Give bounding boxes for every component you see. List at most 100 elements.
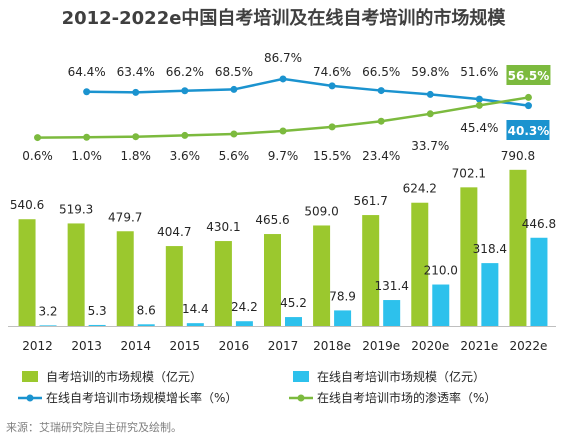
bar-label-online-2020e: 210.0 xyxy=(424,264,458,278)
point-growth-rate-2018e xyxy=(328,82,336,90)
legend-swatch-marker-penetration-rate xyxy=(297,394,305,402)
bar-label-online-2018e: 78.9 xyxy=(329,289,356,303)
point-growth-rate-2016 xyxy=(230,85,238,93)
legend-label-market: 自考培训的市场规模（亿元） xyxy=(46,369,202,384)
chart-title: 2012-2022e中国自考培训及在线自考培训的市场规模 xyxy=(61,8,506,29)
bar-online-2015 xyxy=(186,323,204,326)
point-penetration-rate-2021e xyxy=(475,101,483,109)
label-penetration-2015: 3.6% xyxy=(170,149,201,163)
label-growth-2014: 63.4% xyxy=(117,65,155,79)
bar-online-2013 xyxy=(88,324,106,326)
point-growth-rate-2017 xyxy=(279,75,287,83)
label-penetration-2016: 5.6% xyxy=(219,149,250,163)
bar-label-market-2015: 404.7 xyxy=(157,225,191,239)
bar-label-market-2013: 519.3 xyxy=(59,202,93,216)
point-growth-rate-2015 xyxy=(181,87,189,95)
bar-label-market-2022e: 790.8 xyxy=(501,149,535,163)
point-growth-rate-2020e xyxy=(426,90,434,98)
bar-market-2021e xyxy=(460,187,478,326)
bar-online-2017 xyxy=(285,317,302,326)
bar-market-2015 xyxy=(165,246,183,326)
badge-growth-final xyxy=(506,120,550,140)
category-label-2021e: 2021e xyxy=(460,339,498,353)
bar-label-market-2018e: 509.0 xyxy=(304,204,338,218)
point-growth-rate-2021e xyxy=(475,95,483,103)
point-penetration-rate-2014 xyxy=(132,133,140,141)
bar-label-online-2017: 45.2 xyxy=(280,296,307,310)
source-note: 来源：艾瑞研究院自主研究及绘制。 xyxy=(6,421,182,434)
category-label-2012: 2012 xyxy=(22,339,53,353)
label-growth-2019e: 66.5% xyxy=(362,65,400,79)
label-growth-2015: 66.2% xyxy=(166,65,204,79)
bar-label-market-2021e: 702.1 xyxy=(452,166,486,180)
bar-label-market-2019e: 561.7 xyxy=(354,194,388,208)
badge-penetration-final xyxy=(506,65,551,85)
legend-label-growth-rate: 在线自考培训市场规模增长率（%） xyxy=(46,390,237,405)
point-penetration-rate-2016 xyxy=(230,130,238,138)
point-penetration-rate-2012 xyxy=(34,134,42,142)
label-growth-2017: 86.7% xyxy=(264,51,302,65)
category-label-2015: 2015 xyxy=(170,339,201,353)
point-penetration-rate-2022e xyxy=(524,93,532,101)
category-label-2018e: 2018e xyxy=(313,339,351,353)
bar-market-2012 xyxy=(18,219,36,326)
bar-online-2019e xyxy=(383,300,401,326)
legend-label-penetration-rate: 在线自考培训市场的渗透率（%） xyxy=(317,390,496,405)
category-label-2014: 2014 xyxy=(120,339,151,353)
legend-label-online: 在线自考培训市场规模（亿元） xyxy=(317,369,485,384)
bar-market-2013 xyxy=(67,223,85,326)
bar-label-online-2012: 3.2 xyxy=(38,304,57,318)
label-growth-2022e: 40.3% xyxy=(508,124,550,138)
label-penetration-2014: 1.8% xyxy=(120,149,151,163)
bar-label-market-2012: 540.6 xyxy=(10,198,44,212)
category-label-2017: 2017 xyxy=(268,339,299,353)
label-growth-2016: 68.5% xyxy=(215,65,253,79)
category-label-2020e: 2020e xyxy=(411,339,449,353)
point-growth-rate-2022e xyxy=(524,102,532,110)
point-penetration-rate-2015 xyxy=(181,131,189,139)
bar-online-2012 xyxy=(39,325,57,326)
bar-label-online-2016: 24.2 xyxy=(231,300,258,314)
legend-swatch-marker-growth-rate xyxy=(26,394,34,402)
bar-label-online-2022e: 446.8 xyxy=(522,217,556,231)
category-label-2016: 2016 xyxy=(219,339,250,353)
bar-online-2016 xyxy=(235,321,253,326)
legend-swatch-market xyxy=(22,371,38,382)
bar-online-2020e xyxy=(432,284,450,326)
category-label-2019e: 2019e xyxy=(362,339,400,353)
label-growth-2020e: 59.8% xyxy=(411,65,449,79)
bar-market-2018e xyxy=(313,225,331,326)
bar-label-market-2014: 479.7 xyxy=(108,210,142,224)
label-penetration-2013: 1.0% xyxy=(71,149,102,163)
bar-online-2018e xyxy=(334,310,352,326)
point-penetration-rate-2020e xyxy=(426,110,434,118)
point-growth-rate-2014 xyxy=(132,88,140,96)
label-penetration-2022e: 56.5% xyxy=(508,69,550,83)
category-label-2013: 2013 xyxy=(71,339,102,353)
bar-online-2021e xyxy=(481,263,499,326)
category-label-2022e: 2022e xyxy=(509,339,547,353)
bar-label-online-2014: 8.6 xyxy=(137,303,156,317)
bar-label-market-2017: 465.6 xyxy=(255,213,289,227)
label-growth-2018e: 74.6% xyxy=(313,65,351,79)
bar-label-online-2013: 5.3 xyxy=(88,304,107,318)
point-penetration-rate-2019e xyxy=(377,117,385,125)
label-penetration-2019e: 23.4% xyxy=(362,149,400,163)
label-penetration-2012: 0.6% xyxy=(22,149,53,163)
bar-market-2020e xyxy=(411,202,429,326)
bar-label-online-2019e: 131.4 xyxy=(375,279,409,293)
label-growth-2021e: 51.6% xyxy=(460,65,498,79)
bar-online-2022e xyxy=(530,237,548,326)
label-growth-2013: 64.4% xyxy=(68,65,106,79)
bar-label-online-2021e: 318.4 xyxy=(473,242,507,256)
bar-label-online-2015: 14.4 xyxy=(182,302,209,316)
line-growth-rate xyxy=(86,77,529,107)
label-penetration-2021e: 45.4% xyxy=(460,121,498,135)
point-penetration-rate-2013 xyxy=(83,133,91,141)
point-growth-rate-2013 xyxy=(83,88,91,96)
label-penetration-2017: 9.7% xyxy=(268,149,299,163)
bar-market-2022e xyxy=(509,169,527,326)
bar-online-2014 xyxy=(137,324,155,326)
legend-swatch-online xyxy=(293,371,309,382)
